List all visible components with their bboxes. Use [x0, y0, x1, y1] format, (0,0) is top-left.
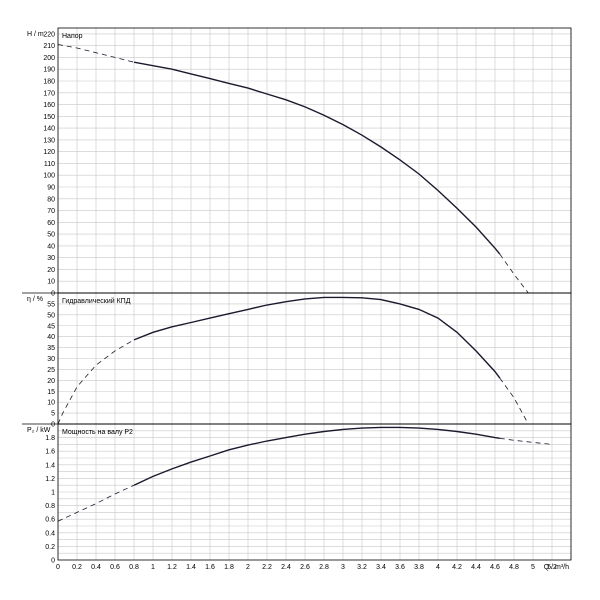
curve-operating: [133, 296, 501, 379]
y-tick-label: 1.4: [45, 462, 55, 469]
y-tick-label: 100: [43, 173, 55, 180]
x-tick-label: 4.8: [509, 564, 519, 571]
x-tick-label: 3: [341, 564, 345, 571]
grid-layer: [57, 28, 572, 560]
x-tick-label: 0: [56, 564, 60, 571]
y-tick-label: 30: [47, 356, 55, 363]
y-tick-label: 160: [43, 102, 55, 109]
x-tick-label: 4: [436, 564, 440, 571]
y-tick-label: 210: [43, 43, 55, 50]
panel-title: Мощность на валу P2: [62, 429, 133, 436]
y-tick-label: 70: [47, 208, 55, 215]
y-tick-label: 55: [47, 301, 55, 308]
y-tick-label: 25: [47, 367, 55, 374]
curve-extrapolated: [57, 44, 135, 63]
x-tick-label: 2.6: [300, 564, 310, 571]
y-tick-label: 40: [47, 334, 55, 341]
y-tick-label: 110: [44, 161, 55, 168]
curve-extrapolated: [499, 437, 553, 445]
x-tick-label: 3.6: [395, 564, 405, 571]
x-axis-label: Q / m³/h: [544, 564, 569, 571]
x-tick-label: 1.6: [205, 564, 215, 571]
curve-extrapolated: [57, 484, 135, 522]
x-tick-label: 5.2: [547, 564, 557, 571]
y-tick-label: 50: [47, 312, 55, 319]
panel-frame: [57, 27, 572, 294]
y-tick-label: 35: [47, 345, 55, 352]
x-tick-label: 1: [151, 564, 155, 571]
y-tick-label: 0: [51, 291, 55, 298]
y-tick-label: 1.2: [45, 476, 55, 483]
y-tick-label: 0.4: [45, 530, 55, 537]
panel-title: Напор: [62, 33, 83, 40]
y-tick-label: 0: [51, 558, 55, 565]
y-tick-label: 1.8: [45, 435, 55, 442]
x-tick-label: 1.8: [224, 564, 234, 571]
y-tick-label: 220: [43, 31, 55, 38]
y-tick-label: 50: [47, 232, 55, 239]
y-tick-label: 10: [47, 400, 55, 407]
curve-operating: [133, 426, 500, 486]
x-tick-label: 3.4: [376, 564, 386, 571]
x-tick-label: 5: [531, 564, 535, 571]
x-tick-label: 3.2: [357, 564, 367, 571]
y-axis-label: H / m: [27, 31, 44, 38]
y-tick-label: 10: [47, 279, 55, 286]
y-tick-label: 90: [47, 185, 55, 192]
y-tick-label: 180: [43, 79, 55, 86]
curve-operating: [133, 61, 501, 255]
x-tick-label: 2: [246, 564, 250, 571]
y-tick-label: 120: [43, 149, 55, 156]
panel-title: Гидравлический КПД: [62, 297, 131, 305]
y-tick-label: 20: [47, 267, 55, 274]
y-tick-label: 1.6: [45, 449, 55, 456]
y-tick-label: 1: [51, 490, 55, 497]
x-tick-label: 4.2: [452, 564, 462, 571]
y-tick-label: 0.6: [45, 517, 55, 524]
x-tick-label: 1.4: [186, 564, 196, 571]
y-tick-label: 45: [47, 323, 55, 330]
y-tick-label: 190: [43, 67, 55, 74]
x-tick-label: 1.2: [167, 564, 177, 571]
y-tick-label: 170: [43, 90, 55, 97]
y-tick-label: 15: [47, 389, 55, 396]
y-tick-label: 140: [43, 126, 55, 133]
y-tick-label: 0: [51, 422, 55, 429]
x-tick-label: 3.8: [414, 564, 424, 571]
x-tick-label: 2.2: [262, 564, 272, 571]
x-tick-label: 0.8: [129, 564, 139, 571]
y-tick-label: 80: [47, 196, 55, 203]
y-tick-label: 0.2: [45, 544, 55, 551]
x-tick-label: 0.2: [72, 564, 82, 571]
x-tick-label: 0.4: [91, 564, 101, 571]
curve-layer: [57, 44, 553, 522]
x-tick-label: 4.4: [471, 564, 481, 571]
y-tick-label: 5: [51, 411, 55, 418]
y-tick-label: 130: [43, 137, 55, 144]
y-tick-label: 200: [43, 55, 55, 62]
y-tick-label: 20: [47, 378, 55, 385]
y-tick-label: 150: [43, 114, 55, 121]
x-tick-label: 4.6: [490, 564, 500, 571]
y-axis-label: P₂ / kW: [27, 427, 51, 434]
y-tick-label: 30: [47, 255, 55, 262]
x-tick-label: 0.6: [110, 564, 120, 571]
y-tick-label: 60: [47, 220, 55, 227]
curve-extrapolated: [499, 253, 529, 294]
x-tick-label: 2.4: [281, 564, 291, 571]
axis-layer: 0102030405060708090100110120130140150160…: [22, 27, 572, 571]
y-tick-label: 40: [47, 243, 55, 250]
y-axis-label: η / %: [27, 296, 43, 303]
y-tick-label: 0.8: [45, 503, 55, 510]
x-tick-label: 2.8: [319, 564, 329, 571]
curve-extrapolated: [57, 339, 135, 425]
